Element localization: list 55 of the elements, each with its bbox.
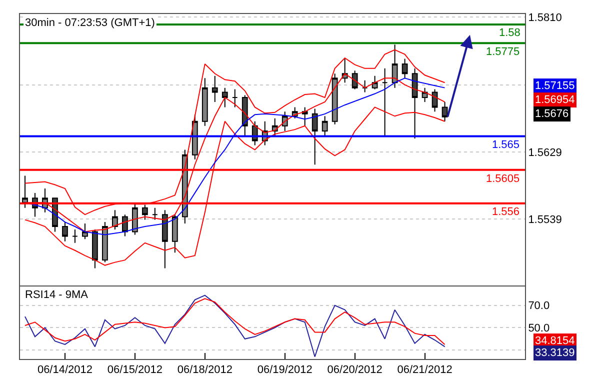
candlestick [112,210,118,230]
candlestick [82,223,88,240]
candlestick [402,58,408,79]
y-tick-label: 1.5629 [528,146,562,159]
text: 1.57155 [535,80,575,92]
ref-line-label: 1.58 [499,27,520,39]
x-tick-label: 06/15/2012 [107,364,162,376]
candlestick [62,222,68,242]
x-tick-label: 06/18/2012 [177,364,232,376]
ref-line-label: 1.5605 [486,173,520,185]
candlestick [202,78,208,126]
candlestick [312,108,318,166]
candlestick [412,68,418,140]
ref-line-label: 1.565 [492,139,520,151]
candlestick [22,175,28,208]
candlestick [102,222,108,263]
ref-line-label: 1.556 [492,206,520,218]
candlestick [142,204,148,220]
x-tick-label: 06/19/2012 [257,364,312,376]
text: 1.5676 [535,108,569,120]
candlestick [332,73,338,125]
candlestick [152,207,158,220]
x-tick-label: 06/14/2012 [37,364,93,376]
candlestick [222,87,228,108]
x-tick-label: 06/21/2012 [397,364,452,376]
candlestick [242,94,248,136]
y-tick-label: 70.0 [528,300,550,312]
candlestick [392,44,398,88]
chart-title: RSI14 - 9MA [25,289,89,301]
candlestick [362,80,368,93]
candlestick [192,114,198,160]
candlestick [172,214,178,254]
line-series [24,298,446,345]
text: 33.3139 [535,347,575,359]
ref-line-label: 1.5775 [486,46,520,58]
candlestick [382,68,388,136]
candlestick [212,75,218,102]
x-tick-label: 06/20/2012 [327,364,382,376]
y-tick-label: 50.0 [528,322,550,335]
candlestick [322,116,328,136]
candlestick [72,228,78,244]
candlestick [372,75,378,90]
candlestick [92,228,98,269]
text: 34.8154 [535,335,575,347]
y-tick-label: 1.5539 [528,214,562,226]
y-tick-label: 1.5810 [528,12,562,24]
candlestick [352,70,358,90]
text: 1.56954 [535,94,575,106]
candlestick [422,87,428,102]
chart-title: 30min - 07:23:53 (GMT+1) [25,17,155,29]
candlestick [302,106,308,126]
candlestick [132,202,138,236]
candlestick [232,88,238,108]
candlestick [162,210,168,269]
candlestick [442,101,448,122]
